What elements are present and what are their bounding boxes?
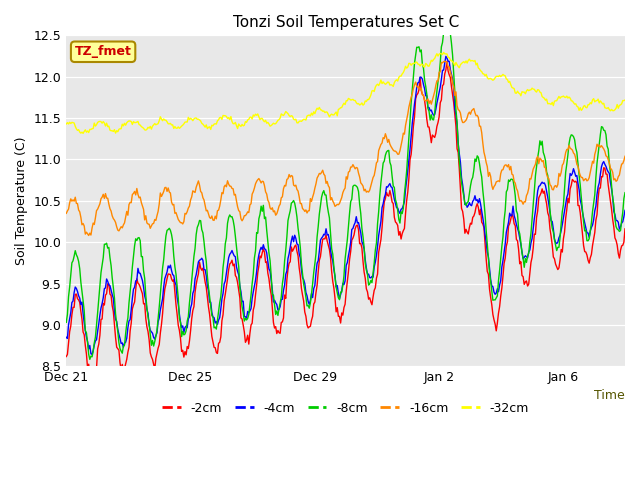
Legend: -2cm, -4cm, -8cm, -16cm, -32cm: -2cm, -4cm, -8cm, -16cm, -32cm — [157, 396, 534, 420]
Y-axis label: Soil Temperature (C): Soil Temperature (C) — [15, 137, 28, 265]
Text: Time: Time — [595, 389, 625, 403]
Text: TZ_fmet: TZ_fmet — [75, 45, 132, 58]
Title: Tonzi Soil Temperatures Set C: Tonzi Soil Temperatures Set C — [232, 15, 459, 30]
